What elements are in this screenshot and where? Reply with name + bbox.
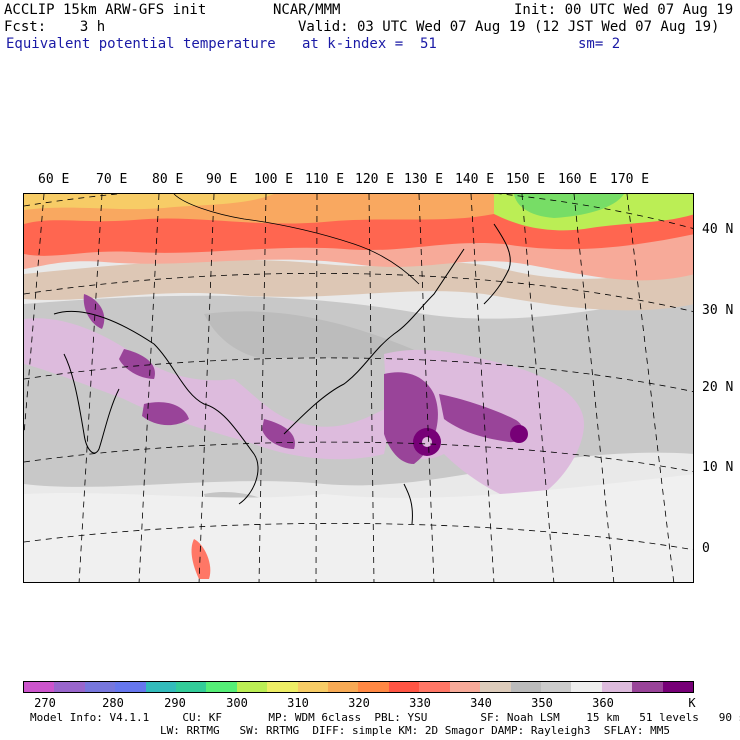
lon-label: 160 E: [558, 172, 598, 187]
colorbar-swatch: [601, 682, 633, 692]
colorbar-label: 310: [287, 696, 309, 710]
lon-label: 60 E: [38, 172, 70, 187]
map-panel: [23, 193, 694, 583]
tan-band: [24, 259, 693, 311]
colorbar-swatch: [297, 682, 329, 692]
colorbar-swatch: [480, 682, 511, 692]
init-time: Init: 00 UTC Wed 07 Aug 19: [514, 2, 734, 18]
green-patch: [514, 194, 624, 218]
colorbar-swatch: [145, 682, 177, 692]
typhoon-core: [510, 425, 528, 443]
lon-label: 120 E: [355, 172, 395, 187]
lon-label: 140 E: [455, 172, 495, 187]
colorbar-swatch: [662, 682, 693, 692]
colorbar-label: 280: [102, 696, 124, 710]
typhoon-eye: [422, 437, 432, 447]
colorbar-swatch: [388, 682, 420, 692]
valid-time: Valid: 03 UTC Wed 07 Aug 19 (12 JST Wed …: [298, 19, 720, 35]
lat-label: 0: [702, 541, 710, 556]
white-area: [24, 474, 693, 582]
field-name: Equivalent potential temperature: [6, 36, 276, 52]
colorbar-swatch: [267, 682, 298, 692]
colorbar-unit: K: [688, 696, 696, 710]
lon-label: 70 E: [96, 172, 128, 187]
orange-spot: [191, 539, 211, 579]
lon-label: 130 E: [404, 172, 444, 187]
colorbar-label: 290: [164, 696, 186, 710]
institution-label: NCAR/MMM: [273, 2, 341, 18]
level-label: at k-index = 51: [302, 36, 437, 52]
yellow-band: [24, 194, 274, 210]
colorbar-swatch: [206, 682, 237, 692]
run-title: ACCLIP 15km ARW-GFS init: [4, 2, 207, 18]
colorbar-swatch: [419, 682, 450, 692]
colorbar-label: 350: [531, 696, 553, 710]
lilac-area: [24, 318, 394, 460]
lat-label: 10 N: [702, 460, 734, 475]
colorbar-swatch: [328, 682, 359, 692]
colorbar: [23, 681, 694, 693]
colorbar-swatch: [571, 682, 602, 692]
forecast-hour: Fcst: 3 h: [4, 19, 106, 35]
lat-label: 40 N: [702, 222, 734, 237]
lon-label: 90 E: [206, 172, 238, 187]
colorbar-swatch: [54, 682, 85, 692]
colorbar-swatch: [176, 682, 207, 692]
colorbar-swatch: [236, 682, 268, 692]
physics-info: LW: RRTMG SW: RRTMG DIFF: simple KM: 2D …: [160, 724, 670, 737]
lat-label: 30 N: [702, 303, 734, 318]
lon-label: 80 E: [152, 172, 184, 187]
model-info: Model Info: V4.1.1 CU: KF MP: WDM 6class…: [30, 711, 740, 724]
purple-band: [439, 394, 524, 443]
colorbar-label: 270: [34, 696, 56, 710]
colorbar-swatch: [358, 682, 389, 692]
parallels: [24, 194, 693, 551]
grey-patch: [204, 311, 424, 359]
colorbar-label: 330: [409, 696, 431, 710]
lat-label: 20 N: [702, 380, 734, 395]
colorbar-swatch: [84, 682, 116, 692]
colorbar-swatch: [115, 682, 146, 692]
purple-patch: [142, 402, 189, 426]
lon-label: 170 E: [610, 172, 650, 187]
colorbar-label: 360: [592, 696, 614, 710]
colorbar-swatch: [510, 682, 541, 692]
lon-label: 110 E: [305, 172, 345, 187]
colorbar-swatch: [24, 682, 55, 692]
india-coast: [63, 353, 120, 454]
lon-label: 100 E: [254, 172, 294, 187]
purple-patch: [83, 294, 105, 329]
colorbar-label: 320: [348, 696, 370, 710]
meridians: [24, 194, 675, 582]
purple-patch: [119, 349, 155, 379]
colorbar-label: 340: [470, 696, 492, 710]
colorbar-label: 300: [226, 696, 248, 710]
smoothing-label: sm= 2: [578, 36, 621, 52]
coastline: [53, 223, 511, 525]
border-line: [173, 194, 420, 285]
colorbar-swatch: [540, 682, 572, 692]
colorbar-swatch: [632, 682, 663, 692]
lon-label: 150 E: [506, 172, 546, 187]
purple-patch: [262, 419, 295, 449]
colorbar-swatch: [449, 682, 481, 692]
